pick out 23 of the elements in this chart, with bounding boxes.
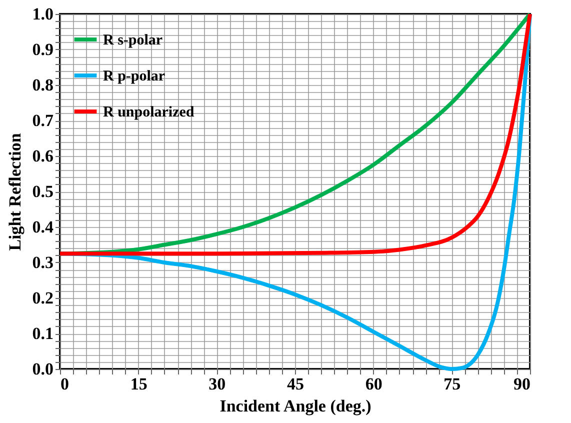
x-tick-label: 0	[60, 374, 69, 394]
x-tick-label: 30	[208, 374, 226, 394]
y-tick-label: 0.7	[32, 111, 54, 130]
y-axis-title: Light Reflection	[5, 132, 24, 251]
y-tick-label: 0.6	[32, 146, 54, 166]
x-tick-label: 90	[514, 374, 530, 394]
y-tick-label: 0.2	[32, 288, 54, 308]
y-tick-label: 0.5	[32, 182, 54, 201]
y-tick-label: 0.8	[32, 76, 54, 94]
x-tick-label: 45	[287, 374, 304, 394]
x-tick-label: 75	[444, 374, 461, 394]
y-tick-label: 1.0	[32, 4, 54, 24]
y-tick-label: 0.9	[32, 40, 54, 59]
y-tick-label: 0.4	[32, 218, 54, 236]
x-tick-label: 60	[365, 374, 382, 394]
x-tick-label: 15	[130, 374, 148, 394]
legend-label: R unpolarized	[103, 104, 195, 120]
legend-label: R p-polar	[103, 68, 166, 84]
y-tick-label: 0.1	[32, 324, 54, 343]
y-tick-label: 0.3	[32, 253, 54, 272]
y-tick-label: 0.0	[32, 360, 54, 378]
legend-label: R s-polar	[103, 32, 163, 48]
x-axis-title: Incident Angle (deg.)	[220, 396, 372, 416]
